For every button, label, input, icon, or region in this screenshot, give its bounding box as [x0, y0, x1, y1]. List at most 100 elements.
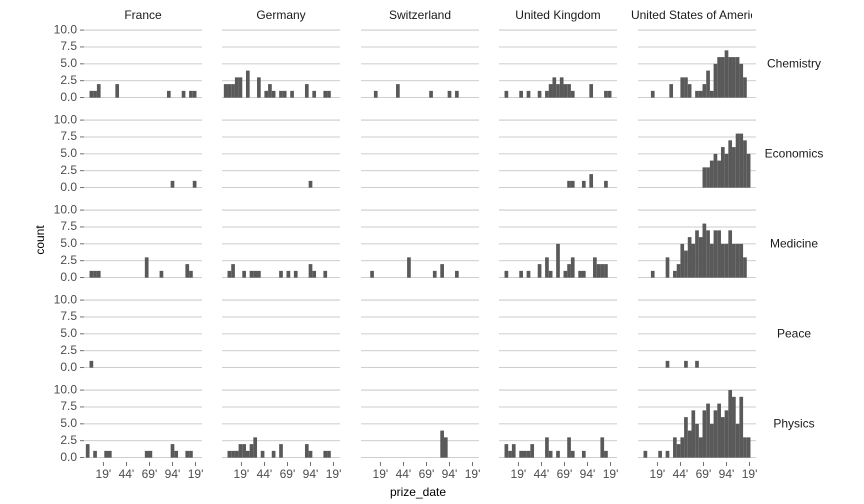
- x-tick-label: 19': [326, 467, 342, 481]
- x-tick-label: 69': [142, 467, 158, 481]
- bar: [684, 77, 688, 98]
- bar: [735, 243, 740, 278]
- bar: [144, 450, 149, 458]
- y-tick-label: 5.0: [60, 416, 77, 430]
- bar: [323, 90, 328, 98]
- bar: [271, 90, 276, 98]
- column-strip-label: United States of America: [631, 8, 763, 22]
- bar: [680, 437, 685, 458]
- bar: [227, 450, 232, 458]
- x-tick-label: 19': [511, 467, 527, 481]
- bar: [264, 90, 269, 98]
- bar: [743, 257, 747, 278]
- x-tick-label: 69': [557, 467, 573, 481]
- bar: [504, 90, 509, 98]
- bar: [293, 270, 298, 278]
- bar: [447, 90, 452, 98]
- bar: [504, 270, 509, 278]
- bar: [717, 230, 721, 278]
- bar: [312, 90, 317, 98]
- bar: [581, 180, 586, 188]
- bar: [253, 437, 258, 458]
- column-strip-label: United Kingdom: [515, 8, 600, 22]
- bar: [570, 90, 575, 98]
- bar: [279, 444, 283, 458]
- bar: [511, 444, 516, 458]
- bar: [545, 90, 549, 98]
- bar: [695, 360, 699, 368]
- bar: [148, 450, 153, 458]
- bar: [245, 450, 250, 458]
- bar: [519, 270, 523, 278]
- column-strip-label: Switzerland: [389, 8, 451, 22]
- bar: [396, 84, 400, 98]
- bar: [526, 90, 531, 98]
- bar: [665, 450, 670, 458]
- bar: [526, 270, 531, 278]
- bar: [290, 90, 294, 98]
- bar: [556, 450, 560, 458]
- bar: [234, 77, 239, 98]
- bar: [548, 270, 553, 278]
- y-tick-label: 0.0: [60, 270, 77, 284]
- bar: [713, 63, 718, 98]
- x-tick-label: 44': [673, 467, 689, 481]
- bar: [720, 147, 725, 188]
- x-tick-label: 94': [580, 467, 596, 481]
- bar: [144, 257, 149, 278]
- bar: [93, 270, 97, 278]
- bar: [548, 450, 553, 458]
- bar: [706, 403, 710, 458]
- bar: [739, 396, 744, 458]
- row-strip-label: Economics: [765, 147, 824, 161]
- bar: [695, 423, 699, 458]
- bar: [455, 90, 459, 98]
- row-strip-label: Medicine: [770, 237, 818, 251]
- bar: [695, 230, 699, 278]
- bar: [304, 84, 309, 98]
- row-strip-label: Chemistry: [767, 57, 821, 71]
- bar: [530, 444, 535, 458]
- bar: [684, 360, 688, 368]
- bar: [93, 90, 97, 98]
- bar: [728, 57, 733, 98]
- bar: [567, 84, 571, 98]
- bar: [589, 84, 594, 98]
- y-tick-label: 10.0: [54, 382, 78, 396]
- y-tick-label: 10.0: [54, 22, 78, 36]
- bar: [680, 243, 685, 278]
- y-tick-label: 10.0: [54, 202, 78, 216]
- bar: [89, 90, 94, 98]
- bar: [684, 417, 688, 458]
- bar: [279, 90, 283, 98]
- bar: [234, 450, 239, 458]
- bar: [189, 450, 193, 458]
- bar: [713, 230, 718, 278]
- y-tick-label: 7.5: [60, 219, 77, 233]
- bar: [231, 84, 235, 98]
- x-axis-title: prize_date: [390, 485, 446, 499]
- bar: [720, 417, 725, 458]
- bar: [185, 450, 190, 458]
- bar: [702, 223, 707, 278]
- bar: [673, 270, 677, 278]
- y-tick-label: 0.0: [60, 90, 77, 104]
- bar: [669, 84, 674, 98]
- bar: [578, 270, 582, 278]
- bar: [698, 237, 703, 278]
- bar: [537, 90, 542, 98]
- bar: [691, 410, 696, 458]
- bar: [238, 77, 243, 98]
- bar: [279, 270, 283, 278]
- bar: [706, 230, 710, 278]
- bar: [717, 403, 721, 458]
- bar: [429, 90, 433, 98]
- bar: [189, 90, 193, 98]
- bar: [743, 77, 747, 98]
- bar: [665, 360, 670, 368]
- bar: [563, 270, 568, 278]
- bar: [739, 243, 744, 278]
- bar: [680, 77, 685, 98]
- bar: [260, 450, 265, 458]
